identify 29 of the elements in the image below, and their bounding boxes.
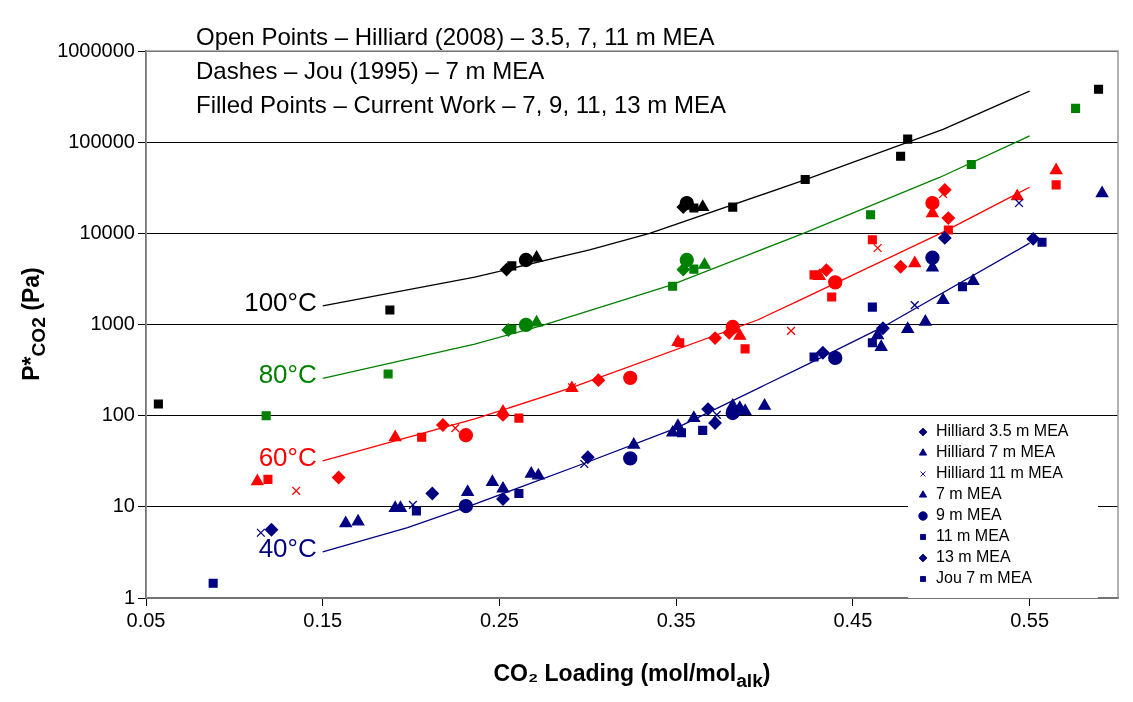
text: Open Points – Hilliard (2008) – 3.5, 7, 11 m MEA	[196, 22, 715, 50]
legend-label: Hilliard 11 m MEA	[936, 464, 1064, 482]
series-label: 60°C	[258, 441, 317, 472]
x-tick-label: 0.35	[656, 608, 696, 631]
x-tick-label: 0.45	[833, 608, 873, 631]
annotation: Filled Points – Current Work – 7, 9, 11, 13 m MEA	[196, 90, 726, 118]
series-label: 40°C	[258, 533, 317, 564]
x-tick-label: 0.05	[126, 608, 166, 631]
series-label: 100°C	[244, 287, 317, 318]
legend-label: Hilliard 3.5 m MEA	[936, 422, 1069, 440]
x-tick-label: 0.55	[1010, 608, 1050, 631]
x-tick-label: 0.15	[303, 608, 343, 631]
annotation: Dashes – Jou (1995) – 7 m MEA	[196, 56, 545, 84]
legend-label: 7 m MEA	[936, 485, 1003, 503]
series-label: 80°C	[258, 359, 317, 390]
x-tick-label: 0.25	[479, 608, 519, 631]
y-tick-label: 1	[123, 585, 135, 608]
legend-label: 13 m MEA	[936, 548, 1012, 566]
y-tick-label: 1000000	[57, 38, 135, 61]
y-tick-label: 100000	[68, 129, 135, 152]
legend-label: Jou 7 m MEA	[936, 569, 1033, 587]
x-axis-title: CO₂ Loading (mol/mol$_{alk}$)	[492, 660, 772, 692]
y-tick-label: 10	[112, 494, 135, 517]
y-tick-label: 100	[101, 403, 135, 426]
legend-label: 11 m MEA	[936, 527, 1010, 545]
legend-label: Hilliard 7 m MEA	[936, 443, 1056, 461]
y-tick-label: 10000	[79, 220, 135, 243]
y-tick-label: 1000	[90, 312, 135, 335]
legend-label: 9 m MEA	[936, 506, 1003, 524]
